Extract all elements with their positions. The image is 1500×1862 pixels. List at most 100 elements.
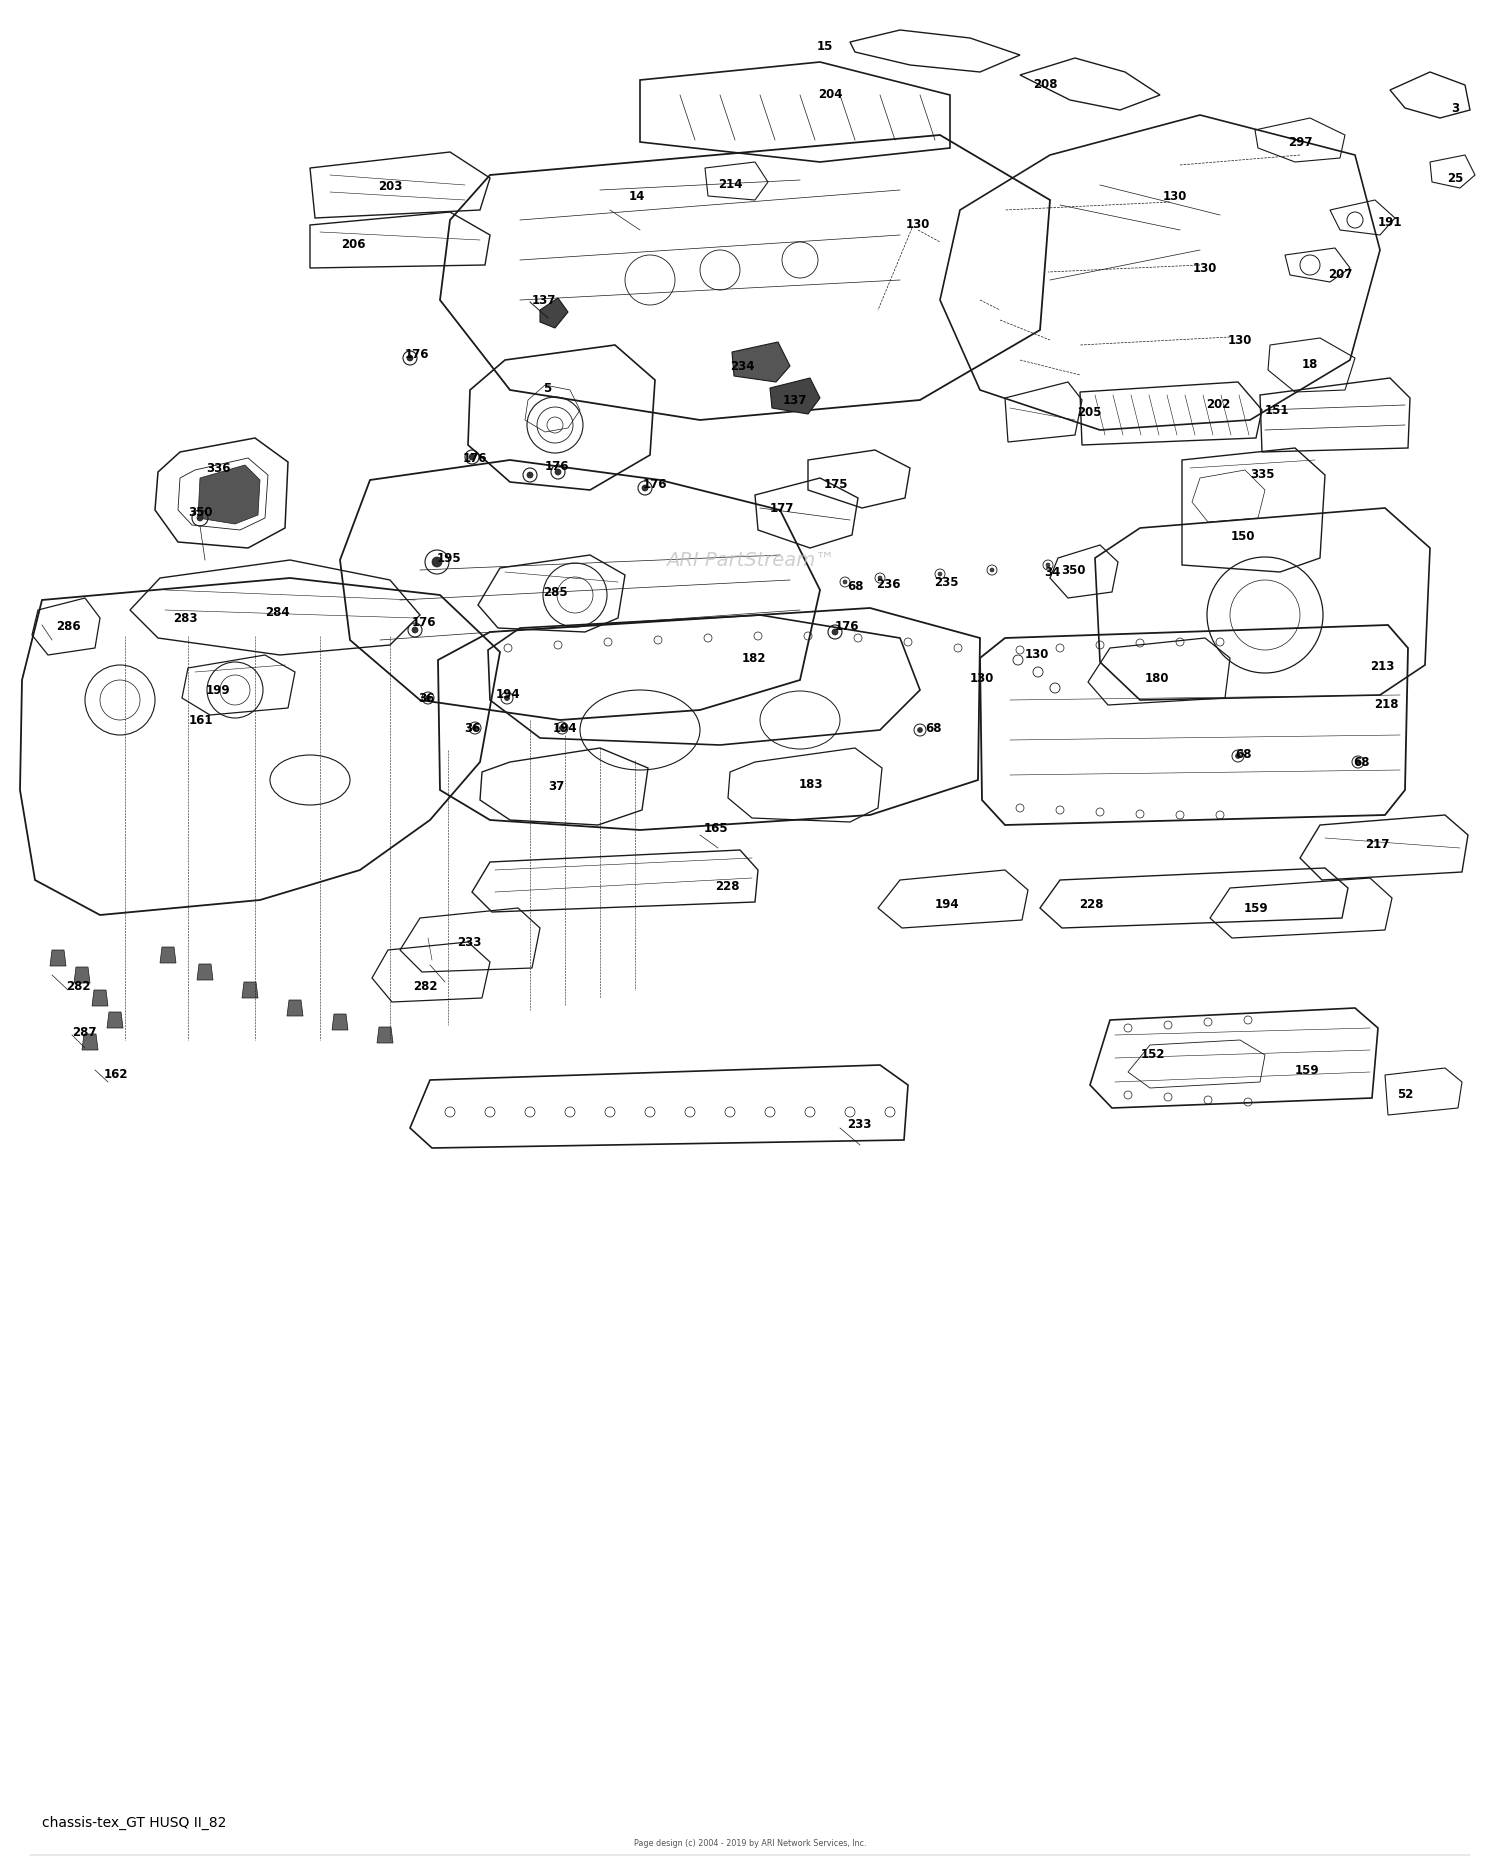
Text: 130: 130 — [970, 672, 994, 685]
Circle shape — [413, 627, 419, 633]
Text: 194: 194 — [495, 689, 520, 702]
Circle shape — [833, 629, 839, 635]
Polygon shape — [732, 343, 790, 382]
Text: 234: 234 — [729, 359, 754, 372]
Polygon shape — [92, 991, 108, 1005]
Polygon shape — [196, 965, 213, 979]
Text: 176: 176 — [411, 616, 436, 629]
Text: 350: 350 — [1060, 564, 1084, 577]
Circle shape — [918, 728, 922, 732]
Polygon shape — [770, 378, 820, 413]
Polygon shape — [540, 298, 568, 328]
Text: 25: 25 — [1448, 171, 1462, 184]
Circle shape — [406, 356, 412, 361]
Text: 287: 287 — [72, 1026, 96, 1039]
Text: 159: 159 — [1294, 1065, 1320, 1078]
Text: 165: 165 — [704, 823, 729, 836]
Polygon shape — [82, 1033, 98, 1050]
Text: 34: 34 — [1044, 566, 1060, 579]
Polygon shape — [376, 1028, 393, 1043]
Text: 130: 130 — [1228, 333, 1252, 346]
Polygon shape — [332, 1015, 348, 1030]
Text: 233: 233 — [458, 935, 482, 948]
Text: 199: 199 — [206, 685, 231, 698]
Polygon shape — [106, 1013, 123, 1028]
Text: 204: 204 — [818, 89, 843, 102]
Text: 284: 284 — [264, 607, 290, 620]
Circle shape — [426, 696, 430, 700]
Text: 137: 137 — [532, 294, 556, 307]
Text: 68: 68 — [1234, 749, 1251, 762]
Text: 208: 208 — [1032, 78, 1058, 91]
Circle shape — [1236, 754, 1240, 758]
Circle shape — [470, 454, 476, 460]
Text: 68: 68 — [926, 722, 942, 735]
Circle shape — [472, 726, 477, 730]
Text: 137: 137 — [783, 393, 807, 406]
Polygon shape — [50, 950, 66, 966]
Circle shape — [560, 726, 564, 730]
Text: 68: 68 — [1353, 756, 1371, 769]
Text: 205: 205 — [1077, 406, 1101, 419]
Text: 183: 183 — [798, 778, 824, 791]
Text: 228: 228 — [1078, 899, 1102, 912]
Circle shape — [1356, 760, 1360, 765]
Text: 214: 214 — [717, 179, 742, 192]
Text: 194: 194 — [552, 721, 578, 734]
Polygon shape — [286, 1000, 303, 1017]
Text: 180: 180 — [1144, 672, 1170, 685]
Text: 177: 177 — [770, 501, 794, 514]
Text: 14: 14 — [628, 190, 645, 203]
Text: 37: 37 — [548, 780, 564, 793]
Text: 297: 297 — [1287, 136, 1312, 149]
Text: Page design (c) 2004 - 2019 by ARI Network Services, Inc.: Page design (c) 2004 - 2019 by ARI Netwo… — [633, 1840, 867, 1847]
Text: 206: 206 — [340, 238, 366, 251]
Text: 182: 182 — [741, 652, 766, 665]
Text: 235: 235 — [933, 575, 958, 588]
Text: 130: 130 — [1162, 190, 1186, 203]
Text: 5: 5 — [543, 382, 550, 395]
Circle shape — [642, 484, 648, 492]
Text: 233: 233 — [847, 1117, 871, 1130]
Circle shape — [878, 575, 882, 579]
Circle shape — [938, 572, 942, 575]
Circle shape — [504, 696, 510, 700]
Text: 152: 152 — [1140, 1048, 1166, 1061]
Text: 176: 176 — [834, 620, 860, 633]
Text: 176: 176 — [462, 452, 488, 466]
Polygon shape — [242, 981, 258, 998]
Text: 130: 130 — [1024, 648, 1048, 661]
Text: 15: 15 — [818, 41, 833, 54]
Text: 217: 217 — [1365, 838, 1389, 851]
Text: 336: 336 — [206, 462, 231, 475]
Text: 236: 236 — [876, 579, 900, 592]
Text: 194: 194 — [934, 899, 960, 912]
Text: 68: 68 — [846, 581, 864, 594]
Text: 36: 36 — [419, 691, 434, 704]
Text: 203: 203 — [378, 179, 402, 192]
Text: 202: 202 — [1206, 398, 1230, 412]
Text: 162: 162 — [104, 1069, 128, 1082]
Text: 286: 286 — [56, 620, 81, 633]
Text: 151: 151 — [1264, 404, 1288, 417]
Circle shape — [555, 469, 561, 475]
Text: 130: 130 — [906, 218, 930, 231]
Text: 228: 228 — [714, 879, 740, 892]
Text: 176: 176 — [544, 460, 570, 473]
Text: chassis-tex_GT HUSQ II_82: chassis-tex_GT HUSQ II_82 — [42, 1815, 226, 1830]
Text: 350: 350 — [188, 505, 213, 518]
Text: 282: 282 — [413, 981, 438, 994]
Text: 218: 218 — [1374, 698, 1398, 711]
Circle shape — [432, 557, 442, 568]
Circle shape — [990, 568, 994, 572]
Polygon shape — [198, 466, 260, 523]
Text: 282: 282 — [66, 981, 90, 994]
Text: 161: 161 — [189, 713, 213, 726]
Circle shape — [1046, 562, 1050, 568]
Polygon shape — [160, 948, 176, 963]
Circle shape — [843, 579, 848, 585]
Text: ARI PartStream™: ARI PartStream™ — [666, 551, 834, 570]
Text: 52: 52 — [1396, 1087, 1413, 1100]
Text: 150: 150 — [1230, 531, 1256, 544]
Text: 18: 18 — [1302, 359, 1318, 372]
